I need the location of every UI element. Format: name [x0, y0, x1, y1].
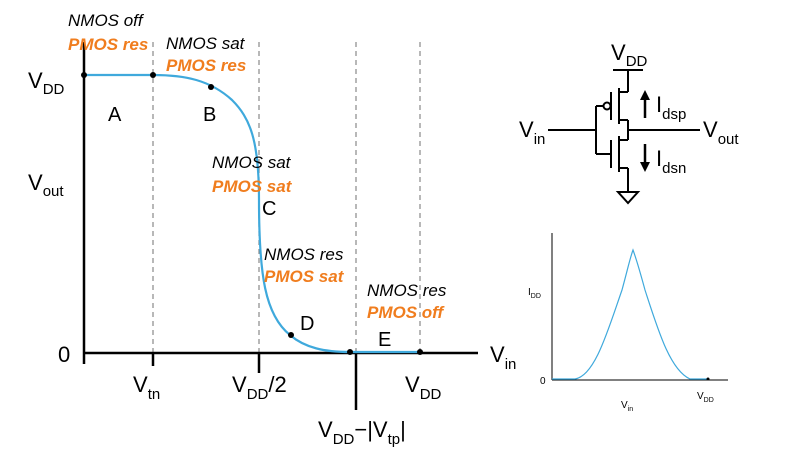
point-vdd: [81, 72, 87, 78]
region-b-letter: B: [203, 104, 216, 126]
point-ab: [150, 72, 156, 78]
idsp-label: Idsp: [656, 92, 686, 123]
idd-end-point: [706, 377, 710, 381]
idd-x-vin-label: Vin: [621, 400, 633, 413]
transfer-characteristic: VDD Vout 0 Vin Vtn VDD/2 VDD VDD−|Vtp| A…: [28, 11, 516, 448]
region-c-nmos-label: NMOS sat: [212, 153, 292, 172]
idsp-arrow-head: [640, 90, 650, 100]
region-b-pmos-label: PMOS res: [166, 56, 246, 75]
region-d-nmos-label: NMOS res: [264, 245, 344, 264]
region-c-pmos-label: PMOS sat: [212, 177, 293, 196]
region-a-nmos-label: NMOS off: [68, 11, 145, 30]
y-vdd-label: VDD: [28, 68, 65, 98]
region-e-nmos-label: NMOS res: [367, 281, 447, 300]
region-a-pmos-label: PMOS res: [68, 35, 148, 54]
x-vdd-label: VDD: [405, 372, 442, 403]
region-d-letter: D: [300, 313, 314, 335]
y-zero-label: 0: [58, 342, 70, 367]
ground-symbol: [615, 191, 641, 205]
circuit-vdd-label: VDD: [611, 40, 648, 70]
circuit-vin-label: Vin: [519, 117, 545, 148]
region-b-nmos-label: NMOS sat: [166, 34, 246, 53]
point-e: [417, 349, 423, 355]
region-e-letter: E: [378, 329, 391, 351]
y-vout-label: Vout: [28, 170, 64, 200]
point-d: [288, 332, 294, 338]
idsn-arrow-head: [640, 162, 650, 172]
region-d-pmos-label: PMOS sat: [264, 267, 345, 286]
circuit-vout-label: Vout: [703, 117, 739, 148]
x-vdd-minus-vtp-label: VDD−|Vtp|: [318, 417, 406, 448]
idd-zero-label: 0: [540, 376, 546, 387]
x-vtn-label: Vtn: [133, 372, 160, 403]
idsn-label: Idsn: [656, 146, 686, 177]
idd-curve: [552, 248, 708, 380]
region-e-pmos-label: PMOS off: [367, 303, 446, 322]
x-vdd-half-label: VDD/2: [232, 372, 287, 403]
point-de: [347, 349, 353, 355]
point-b: [208, 84, 214, 90]
inverter-schematic: VDD Vin Vout Idsp Idsn: [519, 40, 739, 205]
x-vin-label: Vin: [490, 342, 516, 373]
idd-x-vdd-label: VDD: [697, 391, 714, 404]
idd-y-label: IDD: [528, 287, 541, 300]
supply-current-plot: IDD 0 Vin VDD: [528, 233, 728, 413]
region-c-letter: C: [262, 198, 276, 220]
pmos-gate-bubble: [602, 101, 612, 111]
region-a-letter: A: [108, 104, 122, 126]
